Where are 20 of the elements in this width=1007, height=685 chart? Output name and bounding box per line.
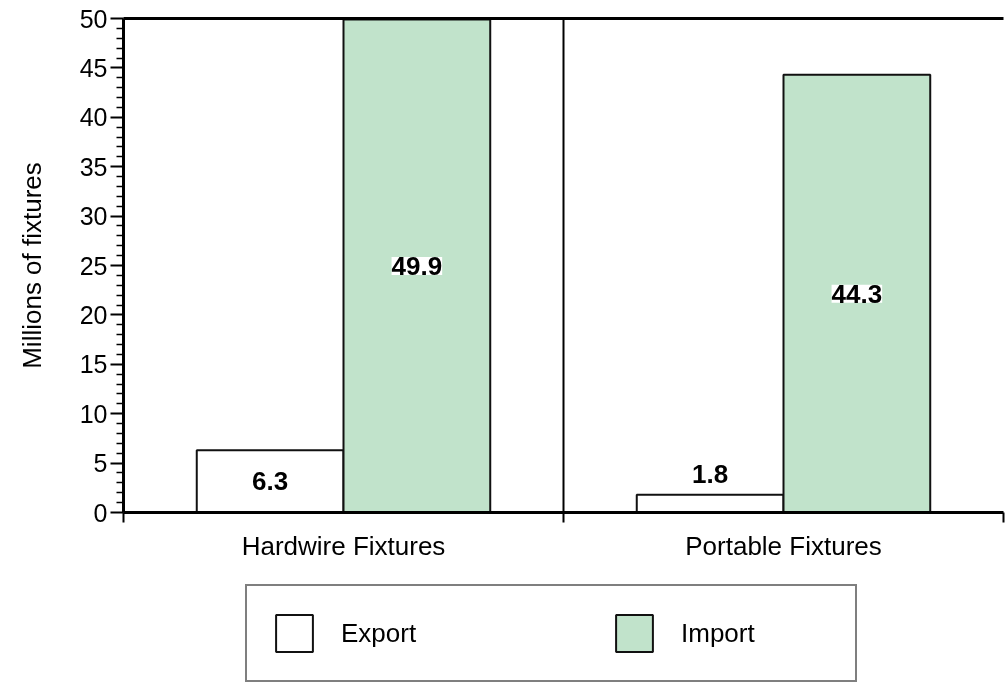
x-tick-label: Hardwire Fixtures (241, 530, 446, 561)
y-tick-label: 25 (79, 251, 108, 280)
data-label: 6.3 (252, 466, 289, 497)
y-tick-label: 5 (93, 449, 108, 478)
y-tick-label: 20 (79, 300, 108, 329)
legend-label: Import (681, 617, 756, 649)
data-label: 44.3 (831, 278, 883, 309)
y-tick-label: 10 (79, 399, 108, 428)
legend-label: Export (341, 617, 418, 649)
y-tick-label: 35 (79, 152, 108, 181)
y-axis-title: Millions of fixtures (16, 162, 47, 369)
y-tick-label: 15 (79, 350, 108, 379)
y-tick-label: 30 (79, 202, 108, 231)
y-tick-label: 40 (79, 103, 108, 132)
y-tick-label: 45 (79, 53, 108, 82)
x-tick-label: Portable Fixtures (685, 530, 882, 561)
data-label: 49.9 (391, 250, 443, 281)
y-tick-label: 0 (93, 498, 108, 527)
y-tick-label: 50 (79, 4, 108, 33)
data-label: 1.8 (692, 458, 729, 489)
